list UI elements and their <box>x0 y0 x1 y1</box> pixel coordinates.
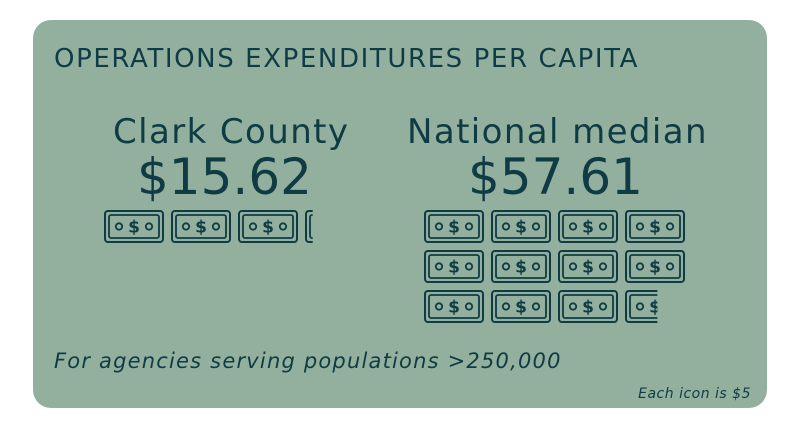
svg-text:$: $ <box>262 218 274 238</box>
svg-text:$: $ <box>515 298 527 318</box>
svg-text:$: $ <box>128 218 140 238</box>
svg-text:$: $ <box>649 258 661 278</box>
dollar-bill-icon: $ <box>491 250 551 283</box>
dollar-bill-icon: $ <box>558 290 618 323</box>
infographic-card: OPERATIONS EXPENDITURES PER CAPITA Clark… <box>33 20 767 408</box>
svg-text:$: $ <box>582 258 594 278</box>
national-median-label: National median <box>407 112 708 152</box>
dollar-bill-icon: $ <box>625 210 685 243</box>
dollar-bill-icon: $ <box>424 290 484 323</box>
dollar-bill-icon: $ <box>625 290 661 323</box>
svg-text:$: $ <box>582 298 594 318</box>
national-median-icons: $ $ $ $ $ $ $ $ $ $ $ $ <box>424 210 685 323</box>
svg-text:$: $ <box>448 218 460 238</box>
icon-unit-note: Each icon is $5 <box>638 386 751 402</box>
dollar-bill-icon: $ <box>491 210 551 243</box>
svg-text:$: $ <box>195 218 207 238</box>
national-median-value: $57.61 <box>468 148 643 206</box>
svg-text:$: $ <box>448 298 460 318</box>
svg-text:$: $ <box>582 218 594 238</box>
svg-text:$: $ <box>649 218 661 238</box>
dollar-bill-icon: $ <box>625 250 685 283</box>
clark-county-icons: $ $ $ $ <box>104 210 341 243</box>
clark-county-value: $15.62 <box>137 148 312 206</box>
svg-text:$: $ <box>515 218 527 238</box>
clark-county-label: Clark County <box>113 112 350 152</box>
svg-text:$: $ <box>649 298 661 318</box>
dollar-bill-icon: $ <box>238 210 298 243</box>
svg-text:$: $ <box>448 258 460 278</box>
dollar-bill-icon: $ <box>491 290 551 323</box>
dollar-bill-icon: $ <box>558 250 618 283</box>
dollar-bill-icon: $ <box>104 210 164 243</box>
footnote: For agencies serving populations >250,00… <box>54 349 562 373</box>
dollar-bill-icon: $ <box>305 210 341 243</box>
pictograph: $ $ $ $ $ $ $ $ $ $ $ $ $ $ $ $ <box>104 210 685 323</box>
dollar-bill-icon: $ <box>558 210 618 243</box>
dollar-bill-icon: $ <box>171 210 231 243</box>
svg-text:$: $ <box>515 258 527 278</box>
dollar-bill-icon: $ <box>424 210 484 243</box>
dollar-bill-icon: $ <box>424 250 484 283</box>
svg-text:$: $ <box>329 218 341 238</box>
chart-title: OPERATIONS EXPENDITURES PER CAPITA <box>54 44 640 74</box>
